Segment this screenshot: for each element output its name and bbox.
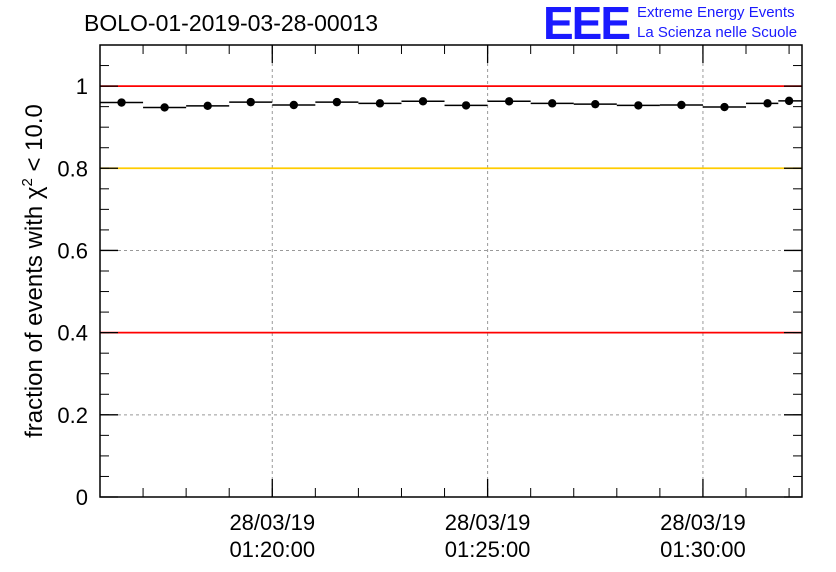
data-point bbox=[634, 101, 643, 110]
plot-frame bbox=[99, 44, 803, 498]
x-tick-label-date: 28/03/19 bbox=[445, 510, 531, 535]
y-tick-label: 1 bbox=[76, 74, 88, 99]
data-series bbox=[100, 96, 802, 112]
data-point bbox=[591, 99, 600, 109]
data-point bbox=[418, 97, 428, 106]
data-point bbox=[203, 101, 212, 111]
y-axis-label: fraction of events with χ2 < 10.0 bbox=[19, 104, 48, 438]
axis-ticks bbox=[99, 44, 802, 498]
x-tick-label-date: 28/03/19 bbox=[229, 510, 315, 535]
x-tick-label-date: 28/03/19 bbox=[660, 510, 746, 535]
reference-lines bbox=[100, 85, 802, 334]
axis-labels: 00.20.40.60.8128/03/1901:20:0028/03/1901… bbox=[57, 74, 745, 562]
data-point bbox=[461, 101, 471, 110]
data-point bbox=[720, 102, 729, 112]
x-tick-label-time: 01:25:00 bbox=[445, 537, 531, 562]
x-tick-label-time: 01:30:00 bbox=[660, 537, 746, 562]
data-point bbox=[117, 98, 126, 107]
data-point bbox=[784, 96, 794, 106]
logo-line-2: La Scienza nelle Scuole bbox=[637, 24, 798, 41]
logo-line-1: Extreme Energy Events bbox=[637, 4, 795, 21]
grid-lines bbox=[100, 45, 802, 497]
eee-logo: EEE Extreme Energy Events La Scienza nel… bbox=[543, 0, 833, 46]
data-point bbox=[504, 97, 514, 106]
data-point bbox=[246, 97, 255, 107]
y-tick-label: 0.6 bbox=[57, 238, 88, 263]
data-point bbox=[677, 100, 686, 110]
y-tick-label: 0.2 bbox=[57, 403, 88, 428]
y-tick-label: 0 bbox=[76, 485, 88, 510]
x-tick-label-time: 01:20:00 bbox=[229, 537, 315, 562]
y-tick-label: 0.8 bbox=[57, 156, 88, 181]
data-point bbox=[289, 100, 299, 110]
data-point bbox=[332, 97, 342, 107]
data-point bbox=[160, 103, 169, 112]
y-tick-label: 0.4 bbox=[57, 321, 88, 346]
data-point bbox=[375, 99, 385, 108]
eee-logo-mark: EEE bbox=[543, 0, 631, 49]
data-point bbox=[763, 99, 772, 108]
data-point bbox=[548, 99, 557, 108]
chart-title: BOLO-01-2019-03-28-00013 bbox=[84, 10, 379, 36]
